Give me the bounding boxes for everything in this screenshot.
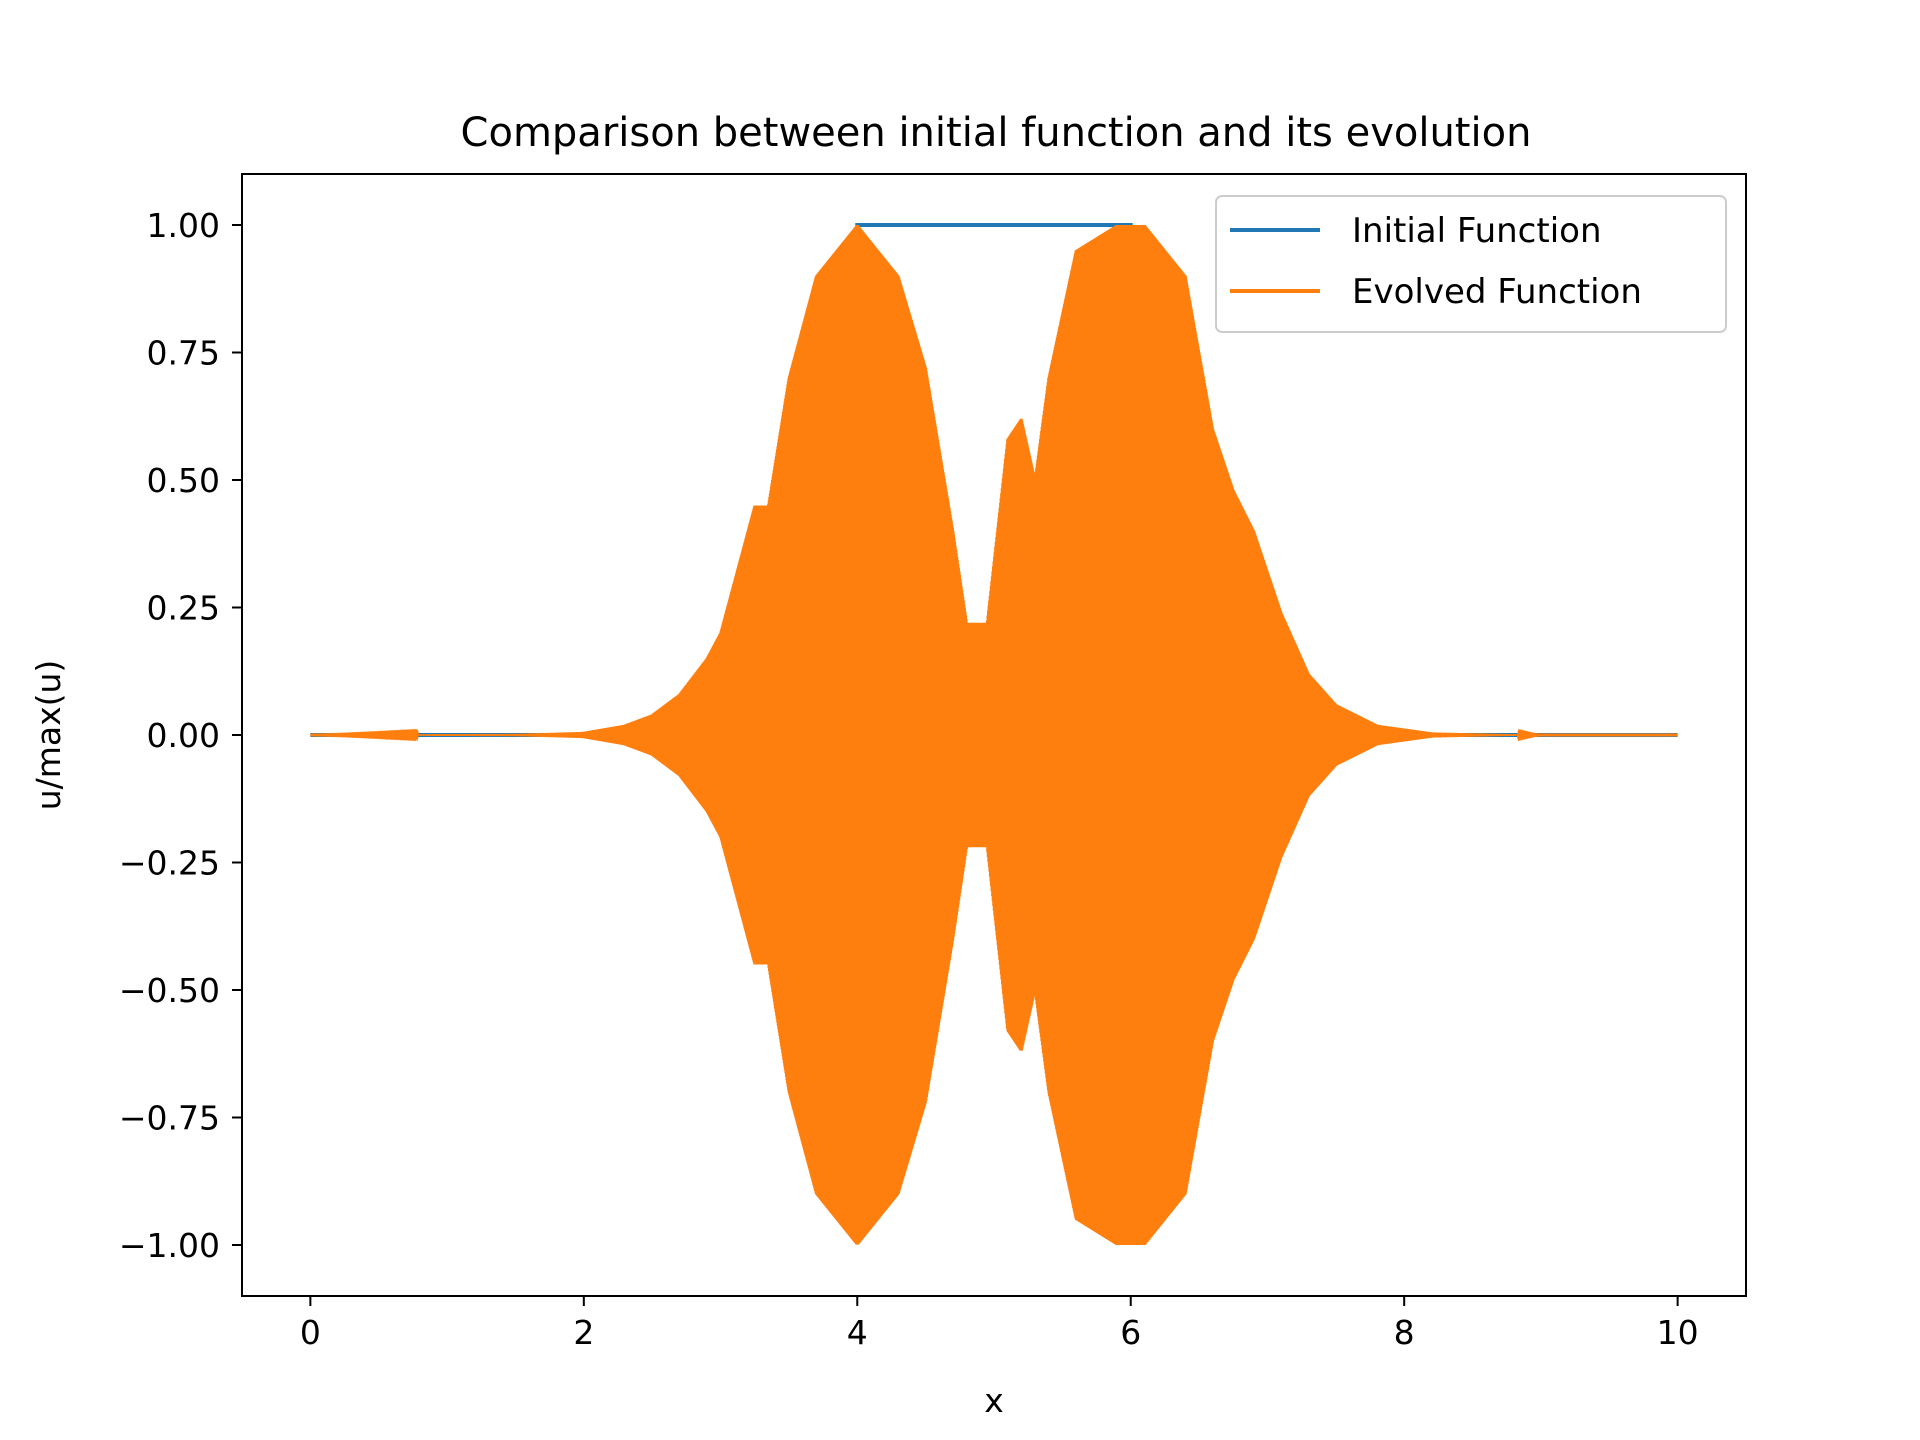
- y-tick-label: 0.75: [147, 334, 220, 373]
- y-tick-label: 0.00: [147, 716, 220, 755]
- x-tick-label: 2: [573, 1313, 594, 1352]
- y-axis-label: u/max(u): [29, 660, 68, 811]
- legend: Initial Function Evolved Function: [1215, 195, 1727, 333]
- x-tick-label: 4: [847, 1313, 868, 1352]
- x-axis-ticks: 0 2 4 6 8 10: [300, 1296, 1699, 1352]
- y-tick-label: 0.50: [147, 461, 220, 500]
- y-tick-label: 1.00: [147, 206, 220, 245]
- y-tick-label: −0.75: [119, 1099, 220, 1138]
- series-line-evolved-function: [310, 224, 1678, 1246]
- y-tick-label: −0.25: [119, 844, 220, 883]
- y-axis-ticks: 1.00 0.75 0.50 0.25 0.00 −0.25 −0.50 −0.75 −1.00: [119, 206, 242, 1265]
- x-tick-label: 8: [1394, 1313, 1415, 1352]
- legend-box: [1215, 195, 1727, 333]
- x-axis-label: x: [984, 1381, 1004, 1420]
- y-tick-label: 0.25: [147, 589, 220, 628]
- x-tick-label: 0: [300, 1313, 321, 1352]
- x-tick-label: 6: [1120, 1313, 1141, 1352]
- legend-label-initial-function: Initial Function: [1352, 211, 1602, 251]
- plot-area: [241, 173, 1747, 1297]
- y-tick-label: −0.50: [119, 971, 220, 1010]
- y-tick-label: −1.00: [119, 1226, 220, 1265]
- series-layer: [310, 223, 1678, 1246]
- chart-title: Comparison between initial function and …: [461, 110, 1532, 156]
- legend-label-evolved-function: Evolved Function: [1352, 272, 1642, 312]
- x-tick-label: 10: [1657, 1313, 1699, 1352]
